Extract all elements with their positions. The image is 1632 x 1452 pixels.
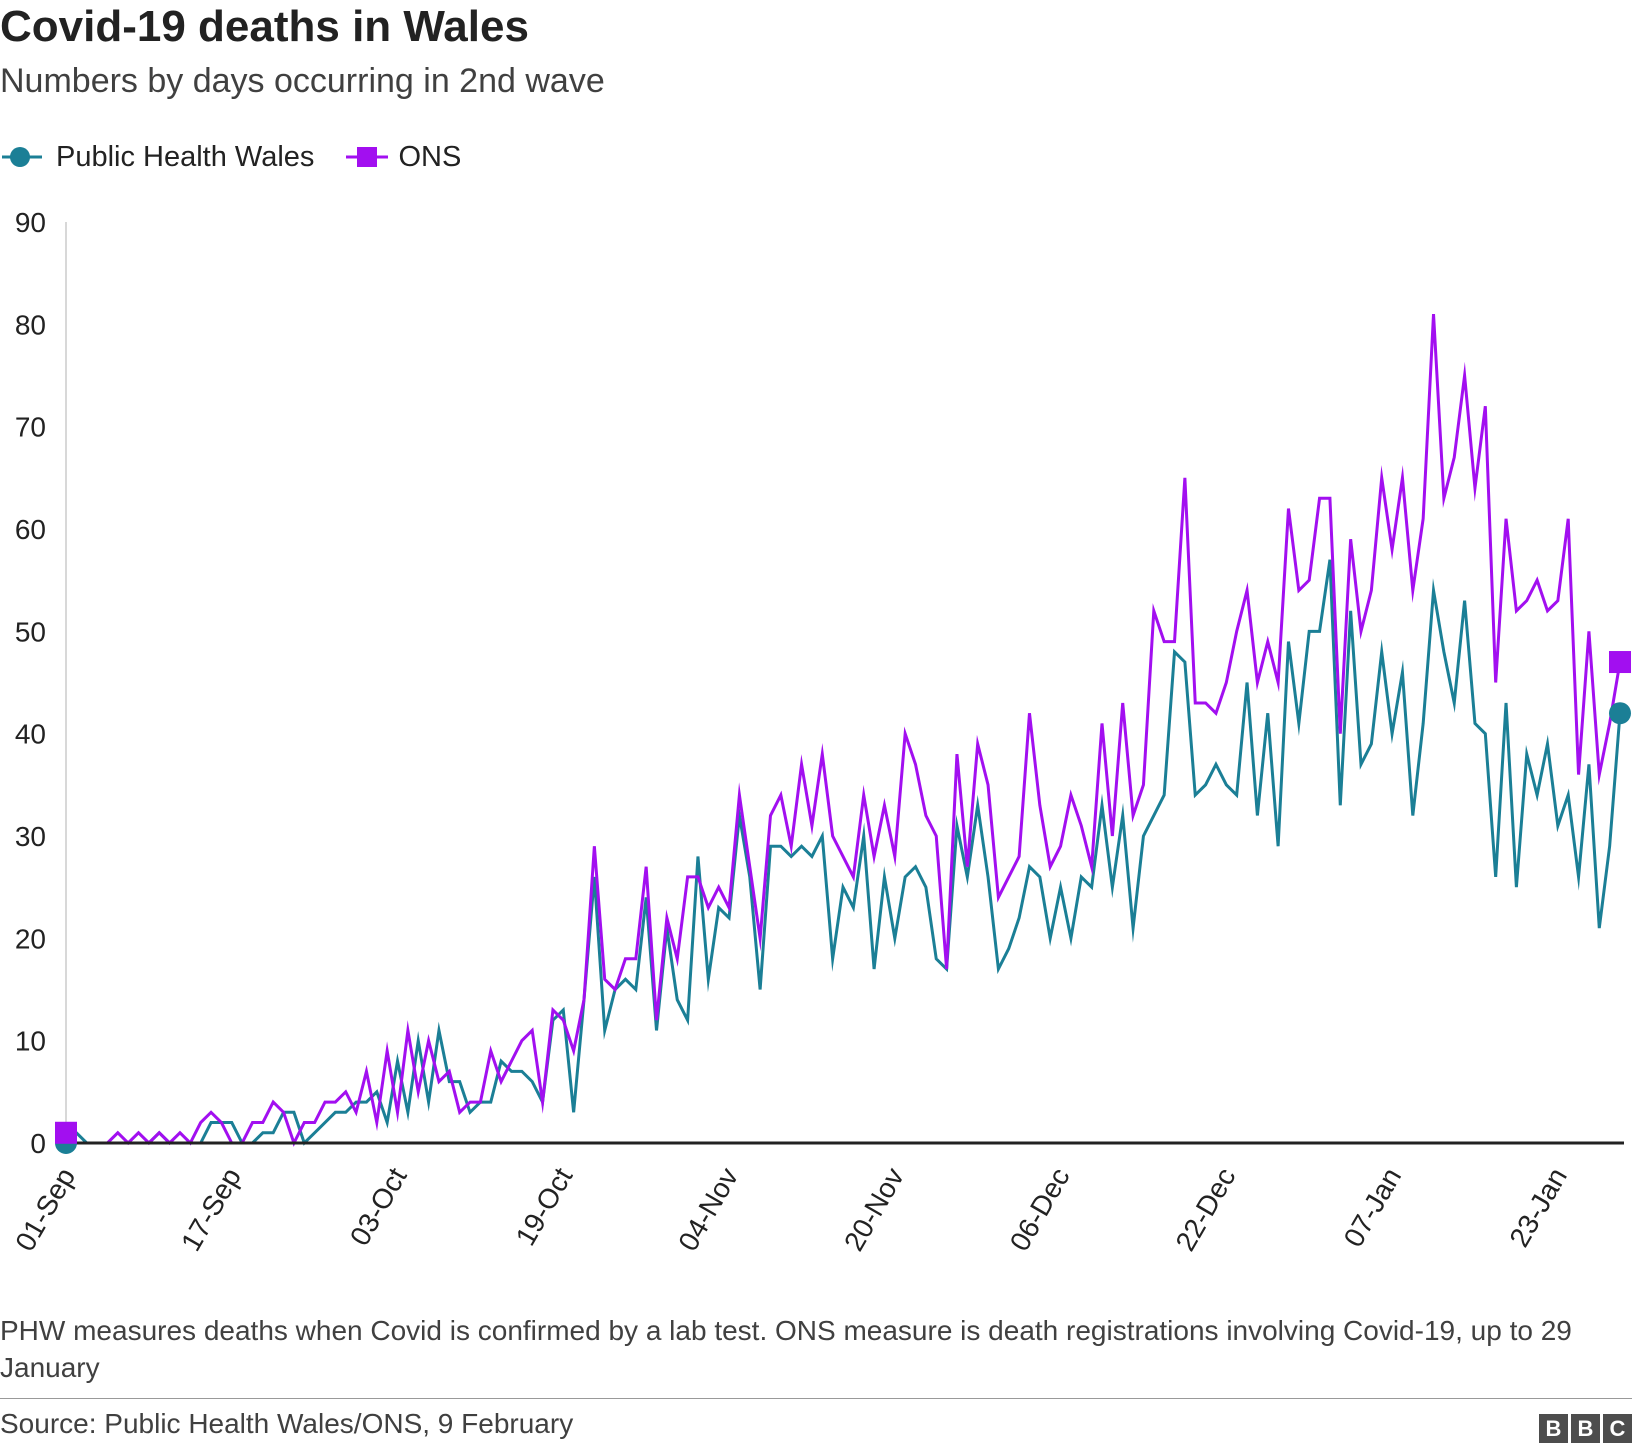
x-tick-label: 03-Oct bbox=[344, 1162, 413, 1250]
x-tick-label: 23-Jan bbox=[1503, 1163, 1573, 1253]
bbc-logo-block: B bbox=[1571, 1414, 1600, 1443]
series-endpoint-marker bbox=[1609, 702, 1631, 725]
y-tick-label: 80 bbox=[15, 309, 46, 340]
bbc-logo-block: C bbox=[1603, 1414, 1632, 1443]
bbc-logo: B B C bbox=[1539, 1414, 1632, 1443]
y-tick-label: 10 bbox=[15, 1026, 46, 1057]
x-tick-label: 04-Nov bbox=[672, 1163, 744, 1257]
x-tick-label: 20-Nov bbox=[838, 1163, 910, 1257]
series-endpoint-marker bbox=[55, 1121, 77, 1144]
y-tick-label: 0 bbox=[30, 1128, 46, 1159]
y-tick-label: 70 bbox=[15, 412, 46, 443]
legend-label-phw: Public Health Wales bbox=[56, 140, 315, 173]
y-tick-label: 90 bbox=[15, 207, 46, 238]
x-tick-label: 07-Jan bbox=[1338, 1163, 1408, 1253]
series-line-ons bbox=[64, 314, 1622, 1147]
x-tick-label: 17-Sep bbox=[175, 1163, 247, 1257]
bbc-logo-block: B bbox=[1539, 1414, 1568, 1443]
legend-item-phw: Public Health Wales bbox=[0, 141, 314, 174]
y-tick-label: 30 bbox=[15, 821, 46, 852]
y-tick-label: 60 bbox=[15, 514, 46, 545]
line-chart: 0 10 20 30 40 50 60 70 80 90 01-Sep 17-Sep 03-Oct 19-… bbox=[9, 207, 1631, 1257]
x-tick-label: 22-Dec bbox=[1170, 1163, 1242, 1257]
x-tick-label: 01-Sep bbox=[9, 1163, 81, 1257]
x-tick-label: 19-Oct bbox=[510, 1162, 579, 1250]
y-tick-label: 20 bbox=[15, 923, 46, 954]
legend-square-marker-icon bbox=[346, 147, 389, 167]
y-tick-label: 40 bbox=[15, 719, 46, 750]
x-tick-label: 06-Dec bbox=[1004, 1163, 1076, 1257]
chart-title: Covid-19 deaths in Wales bbox=[0, 2, 529, 51]
legend: Public Health Wales ONS bbox=[0, 137, 489, 177]
legend-label-ons: ONS bbox=[398, 140, 462, 173]
chart-subtitle: Numbers by days occurring in 2nd wave bbox=[0, 62, 605, 100]
legend-circle-marker-icon bbox=[2, 147, 42, 167]
chart-note: PHW measures deaths when Covid is confir… bbox=[0, 1315, 1572, 1383]
source-text: Source: Public Health Wales/ONS, 9 Febru… bbox=[0, 1408, 574, 1439]
series-endpoint-marker bbox=[1609, 651, 1631, 674]
footer-divider bbox=[0, 1398, 1632, 1399]
y-tick-label: 50 bbox=[15, 616, 46, 647]
legend-item-ons: ONS bbox=[342, 141, 461, 174]
series-line-phw bbox=[64, 559, 1622, 1146]
